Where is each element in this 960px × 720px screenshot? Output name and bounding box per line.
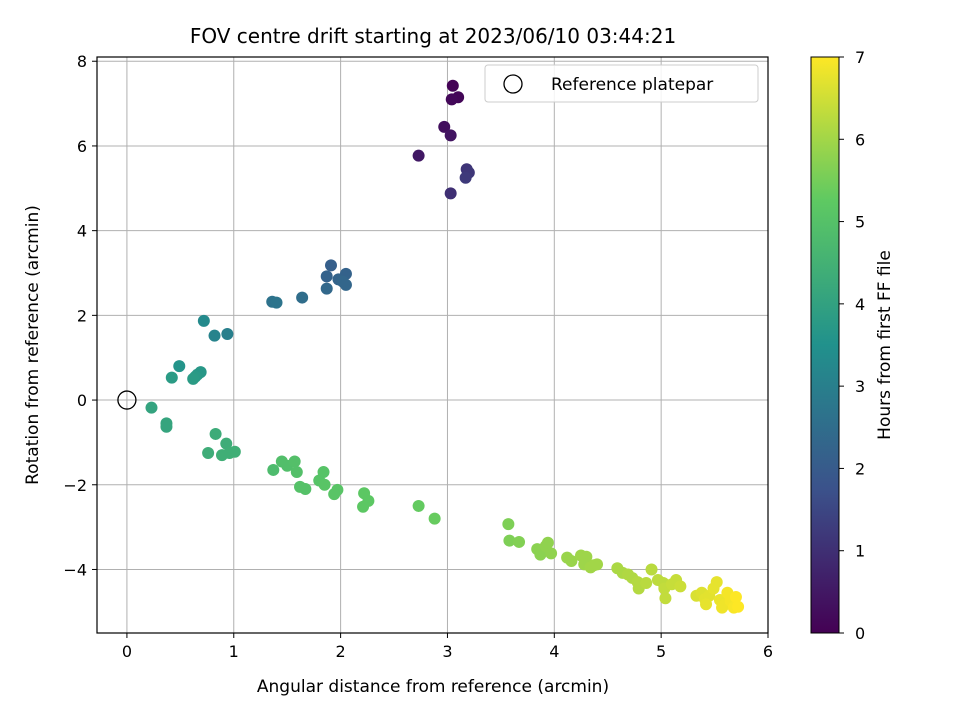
data-point <box>299 483 312 495</box>
y-tick-label: 4 <box>77 222 87 241</box>
x-axis-label: Angular distance from reference (arcmin) <box>257 677 609 697</box>
reference-marker-layer <box>117 390 137 410</box>
data-point <box>221 327 234 340</box>
data-point <box>674 580 687 593</box>
data-point <box>160 420 173 433</box>
colorbar-gradient <box>810 56 840 634</box>
data-point <box>320 270 333 283</box>
data-point <box>729 591 742 603</box>
data-point <box>187 372 200 385</box>
reference-platepar-marker <box>117 390 137 410</box>
x-tick-label: 4 <box>549 642 559 661</box>
legend: Reference platepar <box>484 64 759 103</box>
data-point <box>640 577 653 590</box>
colorbar-tick-label: 6 <box>855 130 865 149</box>
data-point <box>541 536 554 549</box>
plot-frame <box>96 56 769 634</box>
x-tick-label: 0 <box>122 642 132 661</box>
colorbar-ticks: 0 1 2 3 4 5 6 7 <box>839 48 865 643</box>
y-tick-label: 2 <box>77 306 87 325</box>
y-tick-label: 0 <box>77 391 87 410</box>
data-point <box>445 93 458 106</box>
data-point <box>446 79 459 92</box>
y-tick-label: −4 <box>63 560 87 579</box>
y-tick-label: 6 <box>77 137 87 156</box>
data-point <box>503 534 516 547</box>
colorbar-tick-label: 1 <box>855 542 865 561</box>
colorbar-label: Hours from first FF file <box>875 250 895 440</box>
data-point <box>428 512 441 525</box>
data-point <box>357 500 370 513</box>
data-point <box>412 149 425 162</box>
data-point <box>339 278 352 291</box>
data-point <box>591 558 604 571</box>
colorbar: 0 1 2 3 4 5 6 7 Hours from first FF file <box>810 48 895 643</box>
data-point <box>444 187 457 200</box>
data-point <box>320 282 333 295</box>
x-tick-label: 6 <box>763 642 773 661</box>
legend-entry-reference-platepar: Reference platepar <box>551 75 713 95</box>
data-point <box>659 592 672 605</box>
x-tick-label: 5 <box>656 642 666 661</box>
data-point <box>412 499 425 512</box>
data-point <box>459 171 472 184</box>
x-axis-ticks: 0 1 2 3 4 5 6 <box>122 633 773 661</box>
colorbar-tick-label: 3 <box>855 377 865 396</box>
data-point <box>270 296 283 309</box>
colorbar-tick-label: 2 <box>855 459 865 478</box>
data-point <box>209 427 222 440</box>
legend-box <box>484 64 759 103</box>
data-point <box>202 447 215 459</box>
data-point <box>565 555 578 567</box>
chart-title: FOV centre drift starting at 2023/06/10 … <box>190 24 676 48</box>
data-point <box>438 120 451 133</box>
x-tick-label: 2 <box>336 642 346 661</box>
data-point <box>324 259 337 272</box>
colorbar-tick-label: 4 <box>855 295 865 314</box>
data-point <box>710 576 723 589</box>
data-point <box>328 488 341 501</box>
data-point <box>545 547 558 560</box>
data-point <box>296 291 309 304</box>
data-point <box>145 401 158 414</box>
data-point <box>220 437 233 450</box>
legend-reference-marker <box>503 74 523 94</box>
data-point <box>165 371 178 384</box>
colorbar-tick-label: 5 <box>855 213 865 232</box>
data-point <box>290 466 303 479</box>
y-tick-label: −2 <box>63 476 87 495</box>
data-point <box>444 129 457 142</box>
y-axis-ticks: −4 −2 0 2 4 6 8 <box>63 52 97 579</box>
data-point <box>502 518 515 531</box>
data-point <box>645 563 658 576</box>
y-axis-label: Rotation from reference (arcmin) <box>23 205 43 485</box>
y-tick-label: 8 <box>77 52 87 71</box>
data-point <box>267 463 280 476</box>
data-point <box>318 478 331 491</box>
data-point <box>208 329 221 342</box>
x-tick-label: 1 <box>229 642 239 661</box>
colorbar-tick-label: 7 <box>855 48 865 67</box>
colorbar-tick-label: 0 <box>855 624 865 643</box>
data-point <box>216 449 229 462</box>
data-point <box>288 455 301 468</box>
data-points <box>145 79 745 614</box>
x-tick-label: 3 <box>442 642 452 661</box>
data-point <box>513 535 526 548</box>
grid-lines <box>97 57 769 633</box>
data-point <box>173 360 186 373</box>
data-point <box>700 598 713 611</box>
data-point <box>732 600 745 613</box>
data-point <box>197 314 210 327</box>
